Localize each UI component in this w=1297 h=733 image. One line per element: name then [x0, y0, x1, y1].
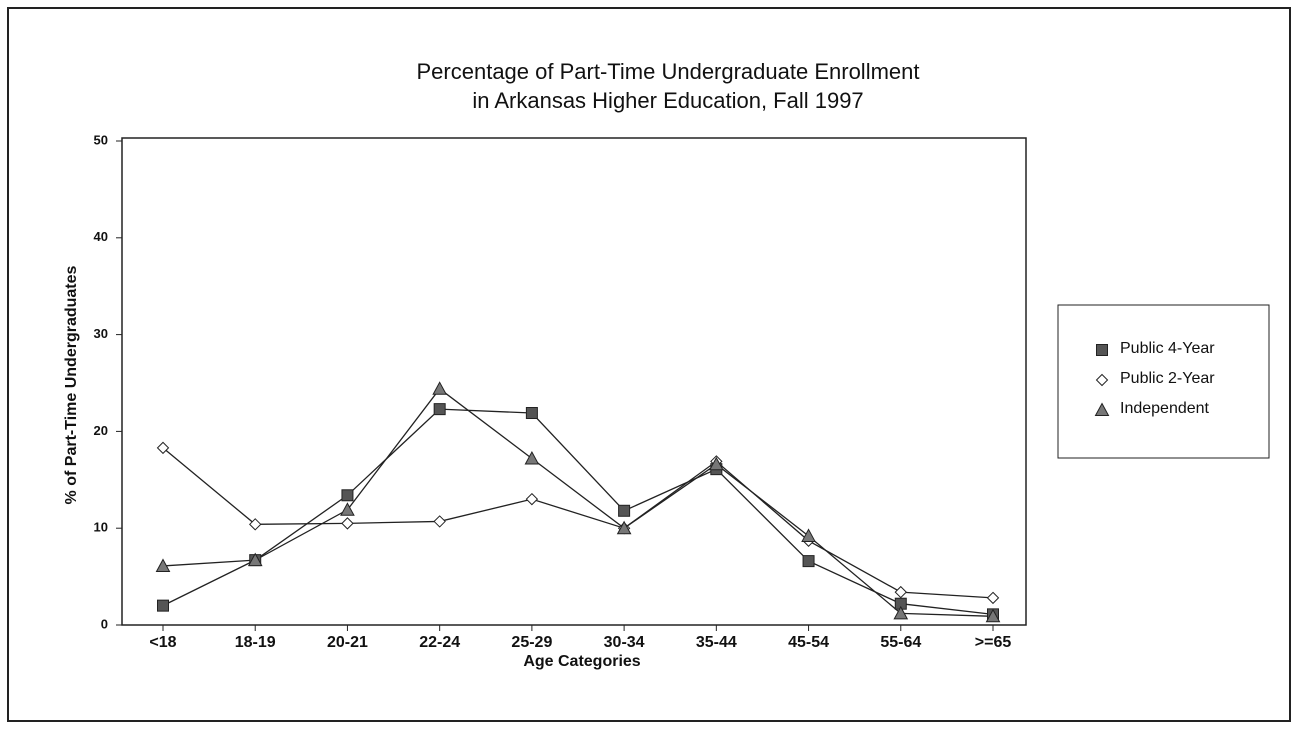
y-tick-label: 50	[94, 132, 108, 147]
marker	[433, 403, 446, 416]
marker	[156, 441, 170, 455]
y-tick-label: 10	[94, 520, 108, 535]
marker	[525, 407, 538, 420]
marker	[985, 608, 1001, 623]
chart-title: in Arkansas Higher Education, Fall 1997	[472, 88, 863, 113]
x-tick-label: 35-44	[696, 634, 737, 651]
marker	[524, 450, 540, 465]
marker	[340, 502, 355, 516]
legend-label: Independent	[1120, 400, 1210, 417]
marker	[432, 381, 448, 395]
x-axis-label: Age Categories	[523, 653, 640, 670]
legend-label: Public 4-Year	[1120, 340, 1215, 357]
x-tick-label: 55-64	[880, 634, 921, 651]
marker	[618, 504, 631, 517]
marker	[341, 489, 354, 502]
y-tick-label: 20	[94, 423, 108, 438]
marker	[525, 492, 539, 506]
x-tick-label: 20-21	[327, 634, 368, 651]
marker	[802, 555, 815, 568]
marker	[157, 599, 169, 612]
y-tick-label: 0	[101, 616, 108, 631]
marker	[986, 591, 1000, 605]
marker	[247, 552, 263, 567]
y-tick-label: 30	[94, 326, 108, 341]
x-tick-label: 30-34	[604, 634, 645, 651]
marker	[894, 585, 907, 599]
marker	[616, 520, 632, 535]
y-tick-label: 40	[94, 229, 108, 244]
legend-marker	[1096, 344, 1108, 356]
series-line	[162, 447, 994, 599]
x-tick-label: >=65	[975, 634, 1012, 651]
x-tick-label: 25-29	[511, 634, 552, 651]
legend-marker	[1095, 373, 1109, 387]
x-tick-label: 45-54	[788, 634, 829, 651]
marker	[341, 517, 354, 530]
frame	[7, 7, 1291, 722]
series-line	[162, 408, 994, 615]
marker	[155, 558, 171, 572]
chart-title: Percentage of Part-Time Undergraduate En…	[417, 59, 920, 84]
marker	[801, 528, 816, 542]
plot-area	[121, 137, 1027, 626]
legend-box	[1057, 304, 1270, 459]
legend-marker	[1094, 402, 1110, 416]
y-axis-label: % of Part-Time Undergraduates	[63, 265, 80, 504]
series-line	[162, 387, 994, 617]
legend-label: Public 2-Year	[1120, 370, 1215, 387]
marker	[893, 605, 909, 620]
marker	[708, 456, 724, 471]
x-tick-label: 18-19	[235, 634, 276, 651]
x-tick-label: 22-24	[419, 634, 460, 651]
marker	[433, 515, 446, 528]
marker	[249, 518, 262, 531]
x-tick-label: <18	[149, 634, 176, 651]
